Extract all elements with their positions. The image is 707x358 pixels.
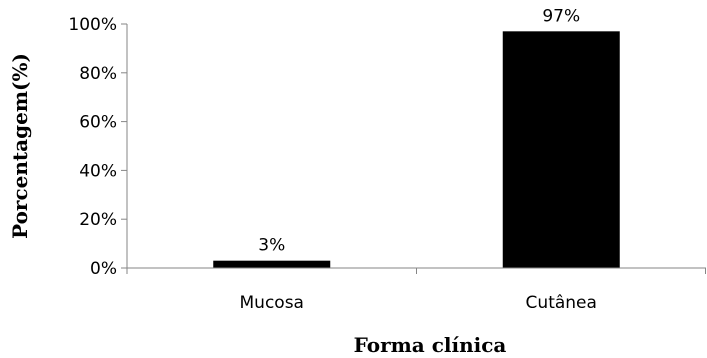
bar-mucosa bbox=[213, 260, 331, 268]
x-axis-ticks: Mucosa Cutânea bbox=[126, 268, 706, 313]
y-axis-title: Porcentagem(%) bbox=[8, 53, 32, 239]
y-axis-ticks: 0% 20% 40% 60% 80% 100% bbox=[68, 15, 127, 279]
x-tick-label: Cutânea bbox=[526, 293, 597, 313]
y-tick-label: 40% bbox=[79, 161, 117, 181]
y-tick-label: 100% bbox=[68, 15, 117, 35]
bar-cutanea bbox=[502, 31, 620, 268]
bars bbox=[213, 31, 620, 268]
data-label: 3% bbox=[258, 236, 285, 256]
y-tick-label: 20% bbox=[79, 210, 117, 230]
y-tick-label: 60% bbox=[79, 113, 117, 133]
y-tick-label: 0% bbox=[90, 259, 117, 279]
x-axis-title: Forma clínica bbox=[354, 333, 507, 357]
data-label: 97% bbox=[542, 6, 580, 26]
y-tick-label: 80% bbox=[79, 64, 117, 84]
data-labels: 3% 97% bbox=[258, 6, 580, 255]
x-tick-label: Mucosa bbox=[240, 293, 304, 313]
